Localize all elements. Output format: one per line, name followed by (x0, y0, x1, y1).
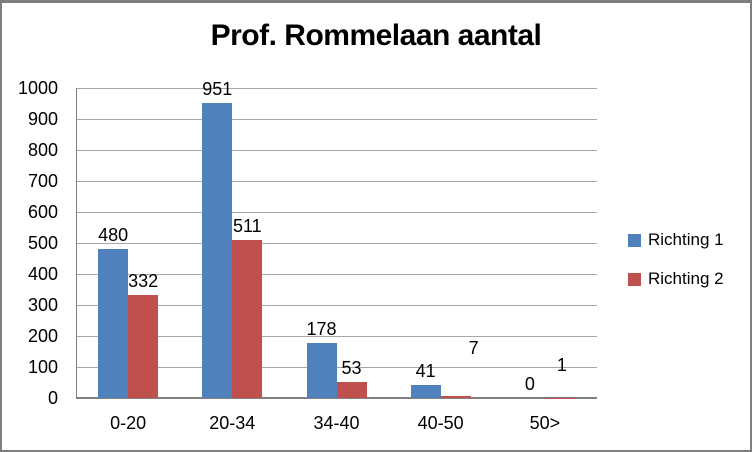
gridline (76, 243, 597, 244)
legend: Richting 1 Richting 2 (628, 229, 724, 290)
bar-richting-2 (128, 295, 159, 398)
gridline (76, 181, 597, 182)
x-axis-line (76, 397, 597, 399)
bar-richting-2 (440, 395, 471, 398)
bar-value-label: 332 (128, 271, 159, 292)
legend-swatch-richting-2 (628, 272, 641, 286)
gridline (76, 274, 597, 275)
x-category-label: 50> (529, 413, 561, 433)
bar-value-label: 7 (468, 337, 479, 358)
y-tick-label: 700 (27, 171, 58, 191)
bar-richting-1 (410, 385, 441, 398)
bar-richting-1 (98, 249, 129, 398)
x-category-label: 34-40 (313, 413, 360, 433)
legend-label: Richting 1 (648, 230, 724, 249)
y-tick-label: 900 (27, 109, 58, 129)
legend-item-richting-2: Richting 2 (628, 268, 724, 290)
gridline (76, 336, 597, 337)
x-category-label: 20-34 (209, 413, 256, 433)
y-tick-label: 300 (27, 295, 58, 315)
bar-value-label: 951 (202, 79, 233, 100)
gridline (76, 150, 597, 151)
gridline (76, 305, 597, 306)
x-category-label: 0-20 (110, 413, 147, 433)
bar-value-label: 53 (341, 357, 362, 378)
gridline (76, 212, 597, 213)
chart-title: Prof. Rommelaan aantal (210, 19, 542, 52)
gridline (76, 88, 597, 89)
y-tick-label: 0 (47, 388, 58, 408)
legend-item-richting-1: Richting 1 (628, 229, 724, 251)
bar-richting-2 (336, 381, 367, 398)
gridline (76, 367, 597, 368)
y-tick-label: 400 (27, 264, 58, 284)
bar-richting-1 (202, 103, 233, 398)
bar-richting-2 (232, 239, 263, 398)
y-tick-label: 100 (27, 357, 58, 377)
y-axis-line (76, 88, 77, 399)
y-tick-label: 600 (27, 202, 58, 222)
legend-label: Richting 2 (648, 269, 724, 288)
bar-value-label: 178 (306, 318, 337, 339)
bar-value-label: 511 (232, 215, 262, 236)
y-tick-label: 200 (27, 326, 58, 346)
bar-value-label: 1 (556, 354, 567, 375)
bar-value-label: 41 (415, 361, 436, 382)
y-tick-label: 500 (27, 233, 58, 253)
bar-richting-1 (306, 342, 337, 398)
legend-swatch-richting-1 (628, 233, 641, 247)
y-tick-label: 1000 (17, 78, 58, 98)
bar-value-label: 480 (98, 225, 129, 246)
y-tick-label: 800 (27, 140, 58, 160)
gridline (76, 119, 597, 120)
x-category-label: 40-50 (417, 413, 464, 433)
bar-value-label: 0 (524, 374, 535, 394)
